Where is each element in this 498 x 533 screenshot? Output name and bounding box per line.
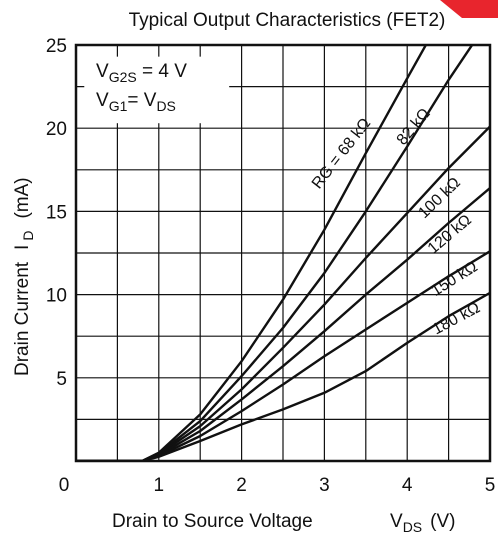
y-axis-title: Drain CurrentID(mA) (12, 177, 36, 376)
y-tick-labels: 5 10 15 20 25 (46, 36, 67, 390)
condition-line: VG1= VDS (96, 90, 176, 114)
y-tick-label: 15 (46, 202, 67, 223)
y-tick-label: 5 (56, 369, 67, 390)
conditions-background (84, 56, 230, 124)
x-tick-label: 0 (59, 475, 70, 496)
condition-line: VG2S = 4 V (96, 61, 187, 85)
x-axis-label: Drain to Source Voltage VDS (V) (112, 511, 455, 533)
chart-title: Typical Output Characteristics (FET2) (129, 10, 446, 31)
y-tick-label: 20 (46, 119, 67, 140)
x-tick-label: 5 (485, 475, 496, 496)
x-tick-label: 1 (154, 475, 165, 496)
x-tick-label: 4 (402, 475, 413, 496)
grid (76, 45, 490, 461)
curve-label: 82 kΩ (394, 105, 434, 148)
plot-frame (74, 43, 492, 463)
x-axis-symbol: VDS (V) (390, 511, 455, 533)
corner-ribbon (440, 0, 498, 18)
x-tick-labels: 0 1 2 3 4 5 (59, 475, 496, 496)
curves (76, 45, 490, 461)
curve-label: 150 kΩ (428, 258, 480, 300)
x-tick-label: 3 (319, 475, 330, 496)
x-axis-title: Drain to Source Voltage (112, 511, 313, 532)
series-line (76, 291, 490, 461)
curve-label: 120 kΩ (425, 212, 475, 258)
conditions-box: VG2S = 4 V VG1= VDS (84, 56, 230, 124)
y-tick-label: 10 (46, 286, 67, 307)
y-axis-label: Drain CurrentID(mA) (12, 177, 36, 376)
x-tick-label: 2 (236, 475, 247, 496)
curve-label: 180 kΩ (430, 299, 483, 338)
y-tick-label: 25 (46, 36, 67, 57)
